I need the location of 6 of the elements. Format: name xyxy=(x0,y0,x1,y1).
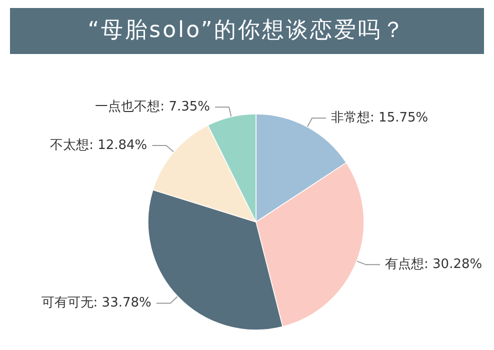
slice-label: 不太想: 12.84% xyxy=(50,138,148,153)
slice-label: 非常想: 15.75% xyxy=(331,110,428,126)
slice-label: 有点想: 30.28% xyxy=(385,257,482,272)
chart-title: “母胎solo”的你想谈恋爱吗？ xyxy=(10,8,484,54)
slice-label: 一点也不想: 7.35% xyxy=(95,100,210,115)
slice-label: 可有可无: 33.78% xyxy=(41,296,152,311)
